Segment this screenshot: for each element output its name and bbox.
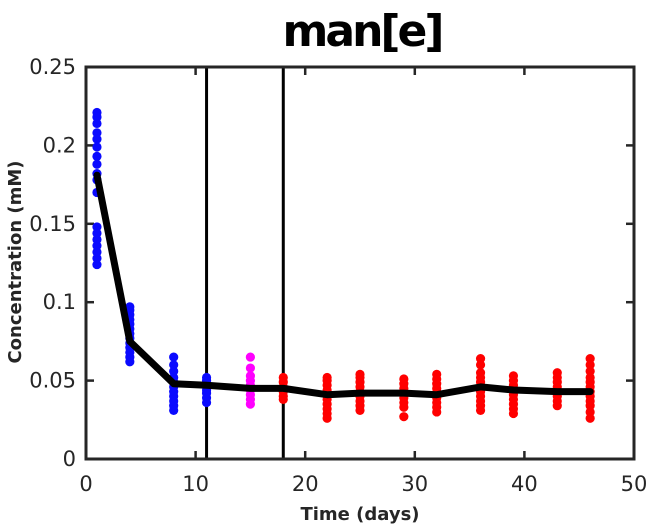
data-point [169,352,179,362]
data-point [92,151,102,161]
data-point [245,352,255,362]
data-point [475,354,486,364]
data-point [585,354,595,364]
y-tick-label: 0.25 [29,55,76,79]
x-tick-label: 20 [292,472,319,496]
data-point [92,222,102,232]
x-axis-label: Time (days) [300,504,419,525]
data-point [399,412,409,422]
data-point [355,369,365,379]
x-tick-label: 30 [401,472,428,496]
y-tick-label: 0.05 [29,369,76,393]
data-point [201,372,212,383]
mean-line-layer [93,171,594,399]
y-tick-label: 0.15 [29,212,76,236]
data-point [508,371,519,381]
x-tick-label: 0 [79,472,92,496]
data-point [475,368,486,378]
x-tick-label: 10 [182,472,209,496]
data-point [552,368,562,378]
data-point [92,128,102,138]
y-tick-label: 0 [63,447,76,471]
y-tick-label: 0.2 [43,133,76,157]
x-tick-label: 50 [621,472,648,496]
data-point [92,107,102,118]
x-tick-label: 40 [511,472,538,496]
data-point [245,371,255,381]
data-point [92,142,102,152]
chart-title: man[e] [283,6,442,57]
data-point [245,363,255,373]
data-point [432,369,442,379]
data-point [278,372,288,383]
data-point [322,372,332,383]
y-axis-label: Concentration (mM) [5,160,26,363]
plot-frame [84,65,636,461]
y-tick-label: 0.1 [43,290,76,314]
mean-line [93,171,594,399]
tick-labels: 0 10 20 30 40 50 0 0.05 0.1 0.15 0.2 0.25 [29,55,647,496]
data-point [169,360,179,370]
data-point [92,159,102,169]
data-point [399,374,409,384]
data-point [125,302,135,312]
